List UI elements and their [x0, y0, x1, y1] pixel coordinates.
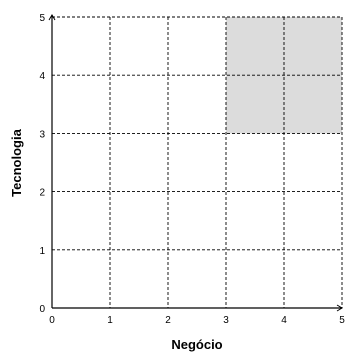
x-tick-label: 1: [107, 315, 113, 326]
y-tick-label: 1: [39, 246, 45, 257]
x-tick-label: 3: [223, 315, 229, 326]
y-tick-label: 2: [39, 188, 45, 199]
y-tick-label: 4: [39, 71, 45, 82]
x-tick-label: 2: [165, 315, 171, 326]
x-tick-label: 4: [281, 315, 287, 326]
x-axis-arrow: [336, 304, 343, 312]
y-tick-label: 5: [39, 13, 45, 24]
y-tick-label: 3: [39, 129, 45, 140]
x-axis-title: Negócio: [171, 337, 222, 352]
x-tick-label: 0: [49, 315, 55, 326]
ticks-layer: 0 1 2 3 4 5 0 1 2 3 4 5: [39, 13, 345, 326]
axes-layer: [48, 14, 343, 312]
x-tick-label: 5: [339, 315, 345, 326]
y-axis-arrow: [48, 14, 56, 21]
grid-layer: [52, 16, 343, 308]
y-tick-label: 0: [39, 304, 45, 315]
y-axis-title: Tecnologia: [9, 128, 24, 196]
